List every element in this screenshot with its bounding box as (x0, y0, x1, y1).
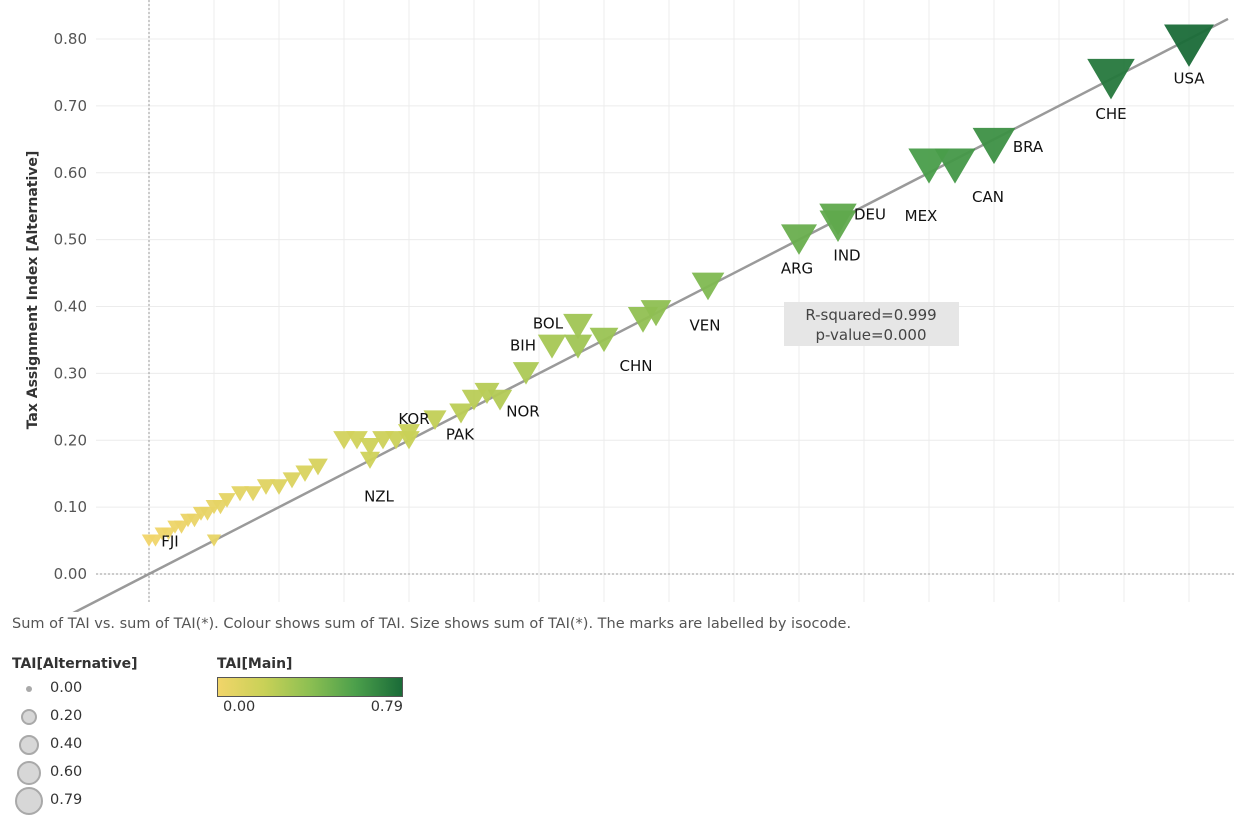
point-label-bra: BRA (1013, 138, 1044, 156)
y-tick-label: 0.20 (54, 431, 87, 449)
scatter-point-ind (819, 210, 857, 242)
color-legend-title: TAI[Main] (217, 656, 293, 672)
scatter-point (563, 334, 593, 359)
size-legend-circle (17, 761, 41, 785)
size-legend-label: 0.60 (50, 764, 83, 780)
scatter-point-nzl (359, 451, 381, 469)
y-tick-label: 0.80 (54, 30, 87, 48)
chart-caption: Sum of TAI vs. sum of TAI(*). Colour sho… (12, 616, 852, 632)
scatter-point (212, 499, 229, 515)
size-legend-circle (15, 787, 43, 815)
scatter-point (640, 300, 672, 327)
point-label-usa: USA (1173, 70, 1205, 88)
point-label-pak: PAK (446, 426, 475, 444)
size-legend-label: 0.20 (50, 708, 83, 724)
scatter-point (282, 472, 302, 489)
point-label-che: CHE (1095, 105, 1126, 123)
color-legend-min: 0.00 (223, 699, 256, 715)
scatter-point (461, 389, 487, 411)
y-axis-label: Tax Assignment Index [Alternative] (25, 151, 41, 430)
size-legend-label: 0.40 (50, 736, 83, 752)
size-legend-row: 0.40 (12, 734, 138, 762)
scatter-point-che (1087, 58, 1135, 100)
scatter-point-mex (908, 148, 950, 184)
scatter-point-bih (537, 334, 567, 359)
scatter-point (333, 431, 355, 450)
size-legend-circle (26, 686, 32, 692)
stats-annotation-line: R-squared=0.999 (805, 306, 936, 324)
color-legend: TAI[Main] 0.00 0.79 (217, 656, 403, 717)
point-label-arg: ARG (781, 260, 813, 278)
scatter-point (308, 458, 328, 476)
point-label-can: CAN (972, 188, 1004, 206)
scatter-point (474, 382, 500, 405)
stats-annotation-line: p-value=0.000 (815, 326, 926, 344)
size-legend-label: 0.79 (50, 792, 83, 808)
point-label-ind: IND (833, 246, 860, 264)
y-tick-label: 0.70 (54, 97, 87, 115)
point-label-nzl: NZL (364, 487, 394, 505)
color-legend-max: 0.79 (370, 699, 403, 715)
scatter-point (231, 486, 249, 502)
scatter-point (161, 527, 176, 541)
point-label-fji: FJI (161, 533, 178, 551)
scatter-point (359, 437, 381, 456)
scatter-point (487, 389, 513, 411)
scatter-point-kor (423, 410, 447, 430)
scatter-point-can (934, 148, 976, 184)
size-legend-title: TAI[Alternative] (12, 656, 138, 672)
scatter-point (244, 486, 262, 502)
point-label-mex: MEX (905, 207, 938, 225)
scatter-point (148, 534, 163, 547)
y-tick-label: 0.60 (54, 164, 87, 182)
point-label-chn: CHN (620, 357, 653, 375)
y-tick-label: 0.50 (54, 231, 87, 249)
scatter-point (199, 506, 216, 521)
size-legend: TAI[Alternative] 0.00 0.20 0.40 0.60 0.79 (12, 656, 138, 818)
scatter-point-usa (1164, 24, 1214, 67)
y-tick-label: 0.10 (54, 498, 87, 516)
scatter-point-fji (206, 534, 222, 547)
size-legend-label: 0.00 (50, 680, 83, 696)
scatter-point-bol (563, 313, 593, 340)
scatter-point-arg (781, 224, 817, 255)
color-gradient-bar (217, 677, 403, 697)
scatter-point-bra (972, 127, 1016, 165)
scatter-plot: 0.00 0.10 0.20 0.30 0.40 0.50 0.60 0.70 0.80 Tax … (25, 0, 1234, 612)
size-legend-row: 0.20 (12, 706, 138, 734)
scatter-point (372, 431, 394, 450)
scatter-point (269, 479, 289, 495)
size-legend-row: 0.00 (12, 678, 138, 706)
scatter-point-nor (512, 362, 540, 385)
y-tick-label: 0.40 (54, 298, 87, 316)
point-label-nor: NOR (506, 402, 539, 420)
point-label-kor: KOR (398, 410, 429, 428)
scatter-point-pak (449, 403, 473, 424)
y-tick-label: 0.30 (54, 364, 87, 382)
trend-line (72, 17, 1229, 612)
size-legend-row: 0.60 (12, 761, 138, 790)
scatter-point (397, 424, 421, 443)
point-label-bih: BIH (510, 337, 536, 355)
scatter-point-chn (589, 327, 619, 353)
size-legend-circle (19, 735, 39, 755)
point-label-bol: BOL (533, 315, 564, 333)
point-label-deu: DEU (854, 206, 886, 224)
point-label-ven: VEN (690, 316, 721, 334)
y-tick-label: 0.00 (54, 565, 87, 583)
scatter-point-ven (691, 272, 725, 301)
stats-annotation-box (784, 302, 959, 346)
scatter-point (173, 520, 190, 534)
scatter-point (295, 465, 315, 482)
size-legend-circle (21, 709, 37, 725)
scatter-point (186, 513, 203, 528)
scatter-point (256, 479, 276, 495)
